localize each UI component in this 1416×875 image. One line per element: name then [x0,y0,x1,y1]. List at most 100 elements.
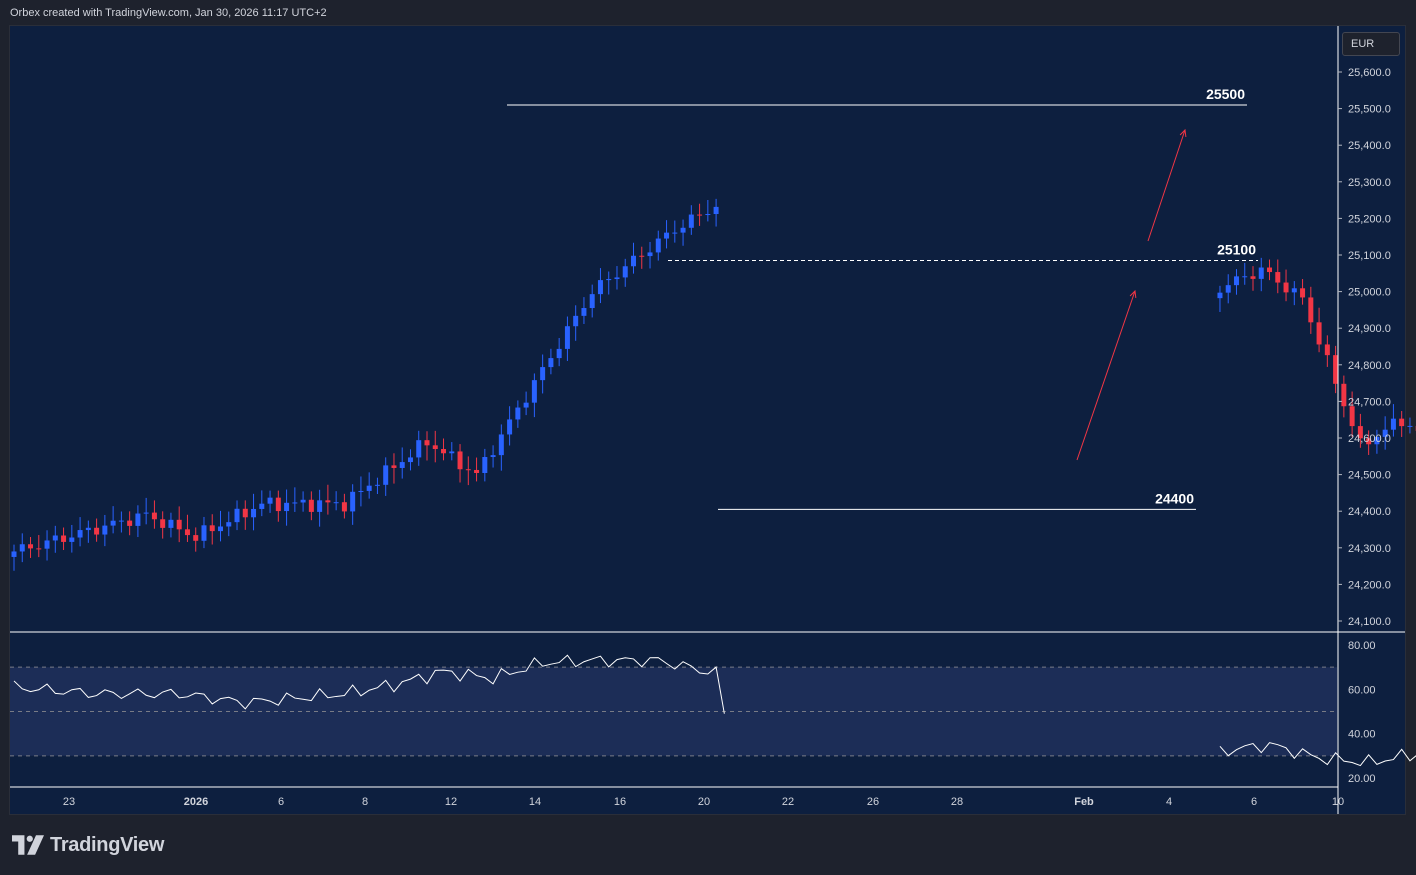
candle-body [432,445,438,450]
candle-body [1242,276,1248,278]
candle-body [325,500,331,503]
candle-body [36,548,42,550]
time-tick-label: 20 [698,796,710,808]
candle-body [292,502,298,504]
candle-body [300,499,306,503]
candle-body [672,232,678,234]
candle-body [523,402,529,408]
candle-body [11,551,17,557]
projection-arrow [1076,290,1136,461]
candle-body [1382,429,1388,437]
time-tick-label: 22 [782,796,794,808]
candle-body [118,520,124,522]
candle-body [234,508,240,523]
candle-body [366,485,372,491]
candle-body [449,451,455,454]
candle-body [540,367,546,381]
price-tick-label: 25,200.0 [1348,213,1391,225]
price-tick-label: 25,000.0 [1348,287,1391,299]
axes: 25,600.0 25,500.0 25,400.0 25,300.0 25,200.0… [10,26,1405,814]
candle-body [564,326,570,349]
candle-body [556,348,562,359]
candle-body [705,214,711,216]
candle-body [251,508,257,518]
price-levels: 25500 25100 24400 [507,86,1258,510]
candle-body [110,520,116,526]
candle-body [465,469,471,471]
candle-body [424,440,430,446]
candle-body [94,527,100,535]
price-tick-label: 24,300.0 [1348,543,1391,555]
candle-body [1324,344,1330,356]
candle-body [102,525,108,535]
rsi-tick-label: 80.00 [1348,640,1376,652]
candle-body [85,527,91,531]
candle-body [1291,288,1297,293]
time-tick-label: 16 [614,796,626,808]
candle-body [209,525,215,532]
price-tick-label: 25,600.0 [1348,67,1391,79]
tradingview-logo[interactable]: TradingView [12,832,164,858]
chart-caption: Orbex created with TradingView.com, Jan … [10,7,327,19]
currency-button[interactable]: EUR [1342,32,1400,56]
candle-body [184,529,190,536]
price-tick-label: 25,100.0 [1348,250,1391,262]
time-tick-label: 8 [362,796,368,808]
candle-body [490,455,496,458]
price-tick-label: 25,400.0 [1348,140,1391,152]
candle-body [631,255,636,267]
candle-body [589,294,595,309]
candle-body [28,544,34,549]
price-candles [11,198,1416,571]
candle-body [416,440,422,458]
candle-body [383,465,389,485]
price-tick-label: 24,100.0 [1348,616,1391,628]
candle-body [680,227,686,233]
rsi-line [1219,742,1416,767]
candle-body [457,451,463,470]
candle-body [1258,267,1264,279]
candle-body [308,499,314,512]
candle-body [531,380,537,403]
price-tick-label: 24,200.0 [1348,579,1391,591]
candle-body [1225,285,1231,293]
candle-body [1366,438,1372,445]
candle-body [391,465,397,468]
time-tick-label: 6 [278,796,284,808]
candle-body [358,490,364,492]
price-tick-label: 25,300.0 [1348,177,1391,189]
arrow-head [1129,289,1137,299]
rsi-tick-label: 20.00 [1348,773,1376,785]
price-tick-label: 24,800.0 [1348,360,1391,372]
time-tick-label: 2026 [184,796,208,808]
candle-body [1233,276,1239,286]
price-tick-label: 24,700.0 [1348,396,1391,408]
candle-body [1217,292,1223,299]
candle-body [639,255,645,257]
candle-body [218,526,223,532]
candle-body [507,419,513,435]
time-tick-label: 6 [1251,796,1257,808]
candle-body [1275,272,1281,283]
candle-body [606,279,612,281]
candle-body [614,277,620,280]
time-tick-label: 23 [63,796,75,808]
candle-body [441,449,447,454]
candle-body [275,497,281,512]
rsi-background [10,666,1337,757]
rsi-tick-label: 40.00 [1348,729,1376,741]
candle-body [515,407,521,420]
candle-body [1250,276,1256,279]
candle-body [61,535,67,542]
price-tick-label: 24,500.0 [1348,470,1391,482]
candle-body [1300,288,1306,298]
candle-body [333,502,339,504]
candle-body [69,537,75,542]
candle-body [581,308,587,316]
rsi-pane [13,654,1416,767]
candle-body [1390,418,1396,430]
candle-body [1349,406,1355,427]
price-tick-label: 24,600.0 [1348,433,1391,445]
candle-body [226,522,232,527]
